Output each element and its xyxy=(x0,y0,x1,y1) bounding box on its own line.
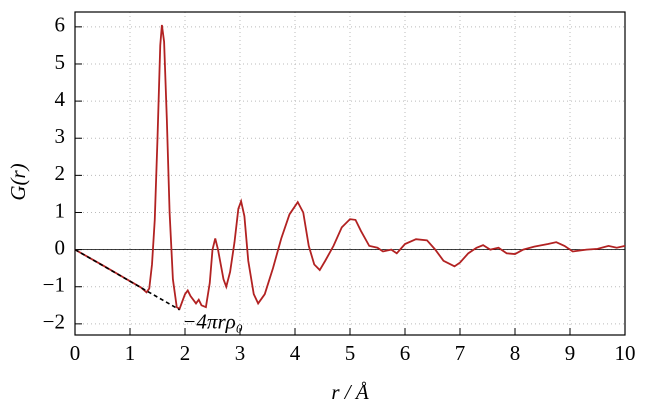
x-tick-label: 1 xyxy=(125,341,136,365)
x-tick-label: 5 xyxy=(345,341,356,365)
y-tick-label: 0 xyxy=(55,235,66,259)
x-tick-label: 8 xyxy=(510,341,521,365)
x-tick-label: 4 xyxy=(290,341,301,365)
x-axis-label: r / Å xyxy=(331,380,369,404)
x-tick-label: 9 xyxy=(565,341,576,365)
y-tick-label: 3 xyxy=(55,124,66,148)
y-tick-label: −1 xyxy=(43,273,65,297)
y-tick-label: 6 xyxy=(55,13,66,37)
x-tick-label: 7 xyxy=(455,341,466,365)
y-tick-label: 5 xyxy=(55,50,66,74)
annotation: −4πrρ₀ xyxy=(182,310,243,334)
x-tick-label: 2 xyxy=(180,341,191,365)
line xyxy=(74,248,180,311)
line xyxy=(74,24,626,311)
x-tick-label: 6 xyxy=(400,341,411,365)
x-tick-label: 3 xyxy=(235,341,246,365)
y-tick-label: 1 xyxy=(55,198,66,222)
x-tick-label: 0 xyxy=(70,341,81,365)
y-axis-label: G(r) xyxy=(6,163,30,200)
plot-frame xyxy=(74,11,626,336)
y-tick-label: 2 xyxy=(55,161,66,185)
y-tick-label: −2 xyxy=(43,310,65,334)
x-tick-label: 10 xyxy=(615,341,636,365)
y-tick-label: 4 xyxy=(55,87,66,111)
